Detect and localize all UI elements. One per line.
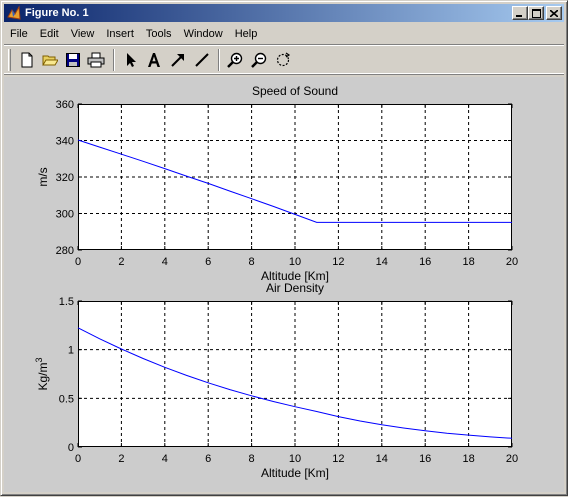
chart1-x-tick-label: 0 [75, 256, 81, 268]
chart1-x-tick-label: 2 [118, 256, 124, 268]
select-arrow-icon [127, 53, 136, 67]
chart2-x-tick-label: 16 [419, 453, 431, 465]
chart2-x-tick-label: 2 [118, 453, 124, 465]
save-button[interactable] [62, 49, 84, 71]
menu-edit[interactable]: Edit [39, 27, 59, 40]
close-button[interactable] [546, 6, 562, 20]
insert-text-button[interactable] [143, 49, 165, 71]
new-file-button[interactable] [16, 49, 38, 71]
chart1-x-tick-label: 4 [162, 256, 168, 268]
select-button[interactable] [119, 49, 141, 71]
chart2-title: Air Density [266, 281, 324, 295]
open-folder-icon [42, 55, 58, 66]
rotate-icon [276, 52, 291, 67]
zoom-out-icon [251, 52, 267, 68]
chart2-y-tick-label: 1.5 [59, 296, 74, 308]
chart1-y-axis-label: m/s [36, 167, 50, 186]
toolbar-separator [113, 49, 115, 71]
save-icon [66, 53, 80, 67]
chart2-y-axis-label: Kg/m3 [34, 357, 50, 390]
insert-line-icon [195, 53, 209, 67]
maximize-button[interactable] [528, 6, 544, 20]
chart2-y-tick-label: 0 [68, 442, 74, 454]
chart1-y-tick-label: 320 [56, 172, 74, 184]
chart1-data-line [77, 139, 512, 223]
chart2-x-tick-label: 8 [249, 453, 255, 465]
minimize-button[interactable] [512, 6, 528, 20]
zoom-out-button[interactable] [248, 49, 270, 71]
menu-help[interactable]: Help [234, 27, 258, 40]
chart1-y-tick-label: 360 [56, 99, 74, 111]
chart1-x-tick-label: 14 [376, 256, 388, 268]
chart1-x-tick-label: 16 [419, 256, 431, 268]
toolbar [4, 44, 564, 74]
print-button[interactable] [85, 49, 107, 71]
menu-tools[interactable]: Tools [145, 27, 172, 40]
chart2-axes-frame [78, 301, 512, 447]
window-controls [512, 6, 562, 20]
chart1-title: Speed of Sound [252, 84, 338, 98]
chart1-x-tick-label: 8 [249, 256, 255, 268]
insert-arrow-button[interactable] [167, 49, 189, 71]
chart1-y-tick-label: 280 [56, 245, 74, 257]
title-bar[interactable]: Figure No. 1 [4, 4, 564, 22]
chart1-x-tick-label: 6 [205, 256, 211, 268]
chart2-y-tick-label: 1 [68, 345, 74, 357]
chart2-y-tick-label: 0.5 [59, 393, 74, 405]
insert-line-button[interactable] [191, 49, 213, 71]
menu-insert[interactable]: Insert [106, 27, 134, 40]
new-file-icon [21, 52, 33, 68]
chart2-x-tick-label: 4 [162, 453, 168, 465]
open-file-button[interactable] [39, 49, 61, 71]
zoom-in-icon [227, 52, 243, 68]
chart2-x-tick-label: 0 [75, 453, 81, 465]
figure-canvas: 0 2 4 6 8 10 12 14 16 18 20 280 300 320 340 360 Speed of… [4, 77, 564, 492]
chart1-y-tick-label: 340 [56, 136, 74, 148]
menu-window[interactable]: Window [183, 27, 223, 40]
chart2-x-tick-label: 20 [506, 453, 518, 465]
chart2-data-line [77, 327, 513, 439]
chart1-x-tick-label: 18 [462, 256, 474, 268]
chart2-x-tick-label: 12 [332, 453, 344, 465]
menu-view[interactable]: View [70, 27, 95, 40]
maximize-icon [531, 8, 541, 18]
matlab-logo-icon [7, 5, 21, 20]
chart1-x-tick-label: 10 [289, 256, 301, 268]
chart1-x-axis-label: Altitude [Km] [261, 269, 329, 283]
toolbar-grip[interactable] [8, 49, 11, 71]
close-icon [550, 9, 558, 17]
chart1-y-tick-label: 300 [56, 209, 74, 221]
rotate-3d-button[interactable] [272, 49, 294, 71]
chart1-axes-frame [78, 104, 512, 250]
insert-arrow-icon [171, 54, 184, 67]
chart2-x-tick-label: 10 [289, 453, 301, 465]
chart2-x-tick-label: 6 [205, 453, 211, 465]
chart2-x-tick-label: 14 [376, 453, 388, 465]
print-icon [87, 52, 105, 68]
toolbar-separator [218, 49, 220, 71]
zoom-in-button[interactable] [224, 49, 246, 71]
chart1-x-tick-label: 20 [506, 256, 518, 268]
chart2-x-tick-label: 18 [462, 453, 474, 465]
menu-file[interactable]: File [10, 27, 28, 40]
insert-text-icon [148, 53, 160, 67]
chart2-x-axis-label: Altitude [Km] [261, 466, 329, 480]
menu-bar: File Edit View Insert Tools Window Help [4, 24, 564, 43]
minimize-icon [516, 14, 522, 17]
chart1-x-tick-label: 12 [332, 256, 344, 268]
window-title: Figure No. 1 [25, 7, 89, 19]
